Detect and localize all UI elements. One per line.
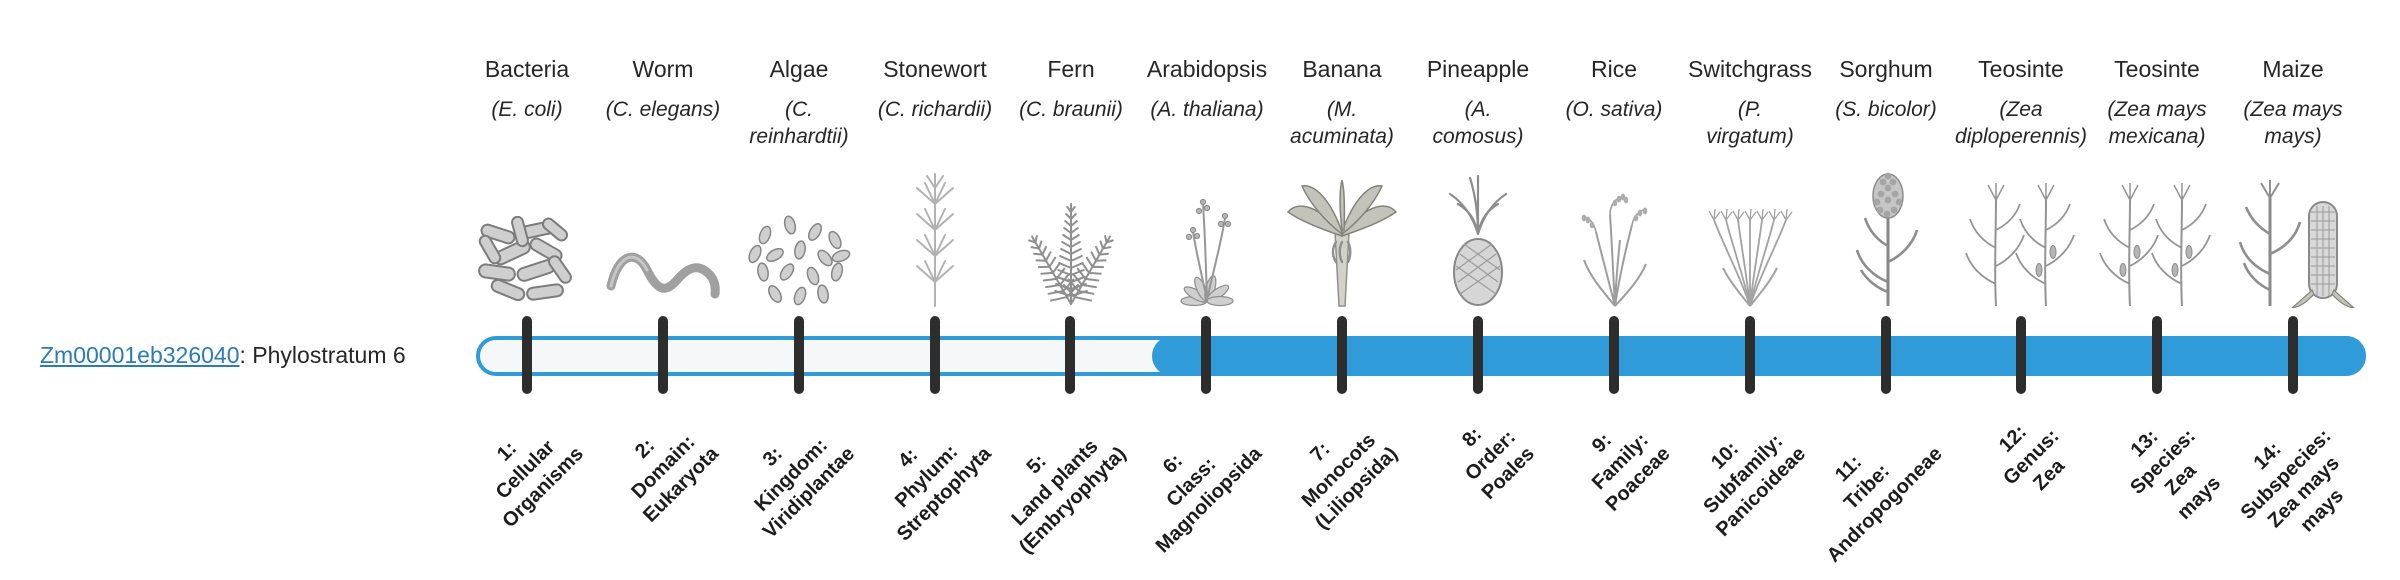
- organism-column: Teosinte (Zea mays mexicana): [2077, 56, 2237, 308]
- sorghum-icon: [1806, 168, 1966, 308]
- banana-icon: [1262, 168, 1422, 308]
- stratum-label: 3: Kingdom: Viridiplantae: [750, 434, 860, 544]
- stratum-label: 7: Monocots (Liliopsida): [1297, 429, 1403, 534]
- timeline-tick: [658, 316, 668, 394]
- organism-sci: (O. sativa): [1565, 97, 1663, 121]
- timeline-tick: [930, 316, 940, 394]
- timeline-tick: [1337, 316, 1347, 394]
- organism-name: Sorghum: [1839, 56, 1933, 82]
- stratum-label: 4: Phylum: Streptophyta: [890, 440, 996, 546]
- organism-name: Pineapple: [1426, 56, 1530, 82]
- organism-column: Worm (C. elegans): [583, 56, 743, 308]
- organism-sci: (C. richardii): [877, 97, 993, 121]
- organism-column: Maize (Zea mays mays): [2213, 56, 2373, 308]
- stratum-label: 10: Subfamily: Panicoideae: [1699, 429, 1811, 541]
- timeline-fill: [1152, 336, 2366, 376]
- organism-sci: (P. virgatum): [1706, 97, 1794, 148]
- organism-sci: (S. bicolor): [1835, 97, 1937, 121]
- organism-sci: (C. reinhardtii): [749, 97, 849, 148]
- stratum-label: 12: Genus: Zea: [1995, 420, 2070, 496]
- organism-sci: (C. braunii): [1019, 97, 1123, 121]
- algae-icon: [719, 168, 879, 308]
- organism-column: Pineapple (A. comosus): [1398, 56, 1558, 308]
- rice-icon: [1534, 168, 1694, 308]
- organism-column: Switchgrass (P. virgatum): [1670, 56, 1830, 308]
- organism-column: Bacteria (E. coli): [447, 56, 607, 308]
- organism-name: Worm: [632, 56, 694, 82]
- arabidopsis-icon: [1127, 168, 1287, 308]
- stratum-label: 8: Order: Poales: [1457, 423, 1539, 505]
- organism-name: Maize: [2262, 56, 2324, 82]
- organism-name: Rice: [1590, 56, 1637, 82]
- worm-icon: [583, 168, 743, 308]
- organism-column: Fern (C. braunii): [991, 56, 1151, 308]
- stratum-label: 14: Subspecies: Zea mays mays: [2236, 424, 2348, 537]
- organism-sci: (Zea mays mays): [2243, 97, 2343, 148]
- organism-column: Rice (O. sativa): [1534, 56, 1694, 308]
- organism-name: Banana: [1302, 56, 1382, 82]
- organism-column: Arabidopsis (A. thaliana): [1127, 56, 1287, 308]
- timeline-tick: [1881, 316, 1891, 394]
- switchgrass-icon: [1670, 168, 1830, 308]
- timeline-tick: [522, 316, 532, 394]
- stonewort-icon: [855, 168, 1015, 308]
- organism-name: Teosinte: [1978, 56, 2064, 82]
- timeline-tick: [2288, 316, 2298, 394]
- organism-sci: (Zea mays mexicana): [2107, 97, 2207, 148]
- teosinte-diploperennis-icon: [1941, 168, 2101, 308]
- timeline-tick: [2152, 316, 2162, 394]
- timeline-tick: [1473, 316, 1483, 394]
- organism-column: Algae (C. reinhardtii): [719, 56, 879, 308]
- stratum-label: 13: Species: Zea mays: [2125, 424, 2225, 524]
- timeline-tick: [1201, 316, 1211, 394]
- bacteria-icon: [447, 168, 607, 308]
- organism-name: Stonewort: [883, 56, 987, 82]
- timeline-tick: [1609, 316, 1619, 394]
- stratum-label: 11: Tribe: Andropogoneae: [1822, 442, 1947, 567]
- organism-column: Banana (M. acuminata): [1262, 56, 1422, 308]
- organism-sci: (M. acuminata): [1290, 97, 1394, 148]
- timeline-tick: [2016, 316, 2026, 394]
- organism-column: Teosinte (Zea diploperennis): [1941, 56, 2101, 308]
- stratum-label: 1: Cellular Organisms: [490, 435, 588, 533]
- stratum-label: 6: Class: Magnoliopsida: [1151, 442, 1267, 558]
- gene-link[interactable]: Zm00001eb326040: [40, 342, 240, 368]
- maize-icon: [2213, 168, 2373, 308]
- organism-name: Arabidopsis: [1146, 56, 1268, 82]
- organism-name: Fern: [1047, 56, 1095, 82]
- stratum-label: 9: Family: Poaceae: [1587, 428, 1675, 516]
- fern-icon: [991, 168, 1151, 308]
- organism-sci: (Zea diploperennis): [1955, 97, 2087, 148]
- gene-label: Zm00001eb326040: Phylostratum 6: [40, 342, 406, 369]
- organism-sci: (A. comosus): [1432, 97, 1524, 148]
- organism-column: Sorghum (S. bicolor): [1806, 56, 1966, 308]
- organism-sci: (A. thaliana): [1150, 97, 1264, 121]
- organism-name: Teosinte: [2114, 56, 2200, 82]
- organism-sci: (E. coli): [491, 97, 563, 121]
- gene-phylostratum-text: : Phylostratum 6: [239, 342, 406, 368]
- timeline-tick: [1065, 316, 1075, 394]
- organism-name: Switchgrass: [1688, 56, 1812, 82]
- organism-sci: (C. elegans): [605, 97, 721, 121]
- organism-column: Stonewort (C. richardii): [855, 56, 1015, 308]
- stratum-label: 2: Domain: Eukaryota: [627, 430, 724, 527]
- timeline-tick: [1745, 316, 1755, 394]
- organism-name: Bacteria: [484, 56, 570, 82]
- organism-name: Algae: [769, 56, 829, 82]
- pineapple-icon: [1398, 168, 1558, 308]
- stratum-label: 5: Land plants (Embryophyta): [1007, 435, 1131, 559]
- teosinte-mexicana-icon: [2077, 168, 2237, 308]
- timeline-tick: [794, 316, 804, 394]
